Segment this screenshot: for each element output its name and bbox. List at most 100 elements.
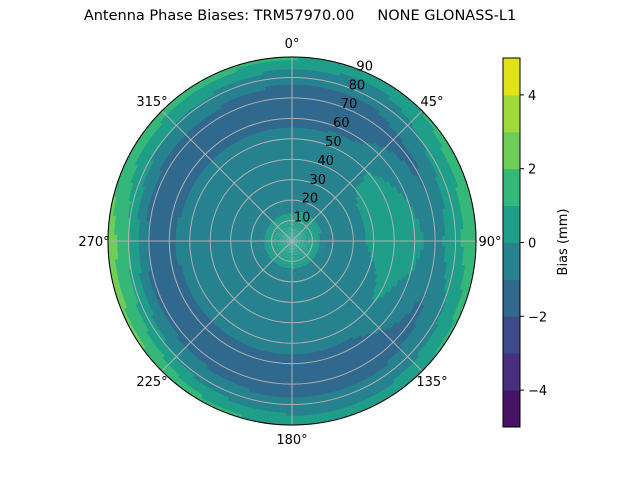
contour-cell [305,247,310,251]
contour-cell [293,243,295,248]
contour-cell [301,231,306,235]
contour-cell [304,230,309,233]
contour-cell [274,233,278,236]
contour-cell [304,257,308,262]
contour-cell [284,248,288,252]
contour-cell [286,246,289,250]
contour-cell [300,237,305,240]
contour-cell [276,249,280,253]
contour-cell [294,239,299,241]
contour-cell [285,255,288,260]
contour-cell [268,224,273,228]
contour-cell [305,217,309,222]
contour-cell [300,253,304,257]
contour-cell [292,243,295,248]
contour-cell [306,235,311,237]
contour-cell [276,250,281,254]
contour-cell [305,217,308,221]
contour-cell [285,242,290,244]
contour-cell [297,264,300,269]
contour-cell [297,251,300,256]
contour-cell [296,264,299,269]
contour-cell [302,218,305,223]
contour-cell [310,229,315,232]
contour-cell [272,219,276,224]
chart-title: Antenna Phase Biases: TRM57970.00 NONE G… [83,8,517,24]
contour-cell [269,229,273,233]
contour-cell [309,226,313,230]
contour-cell [310,222,315,226]
contour-cell [286,232,289,236]
contour-cell [293,253,295,257]
contour-cell [275,231,279,234]
contour-cell [273,255,277,259]
contour-cell [294,216,297,220]
contour-cell [312,254,316,257]
contour-cell [285,249,288,253]
contour-cell [293,246,296,251]
contour-cell [265,231,269,234]
contour-cell [285,252,288,256]
contour-cell [292,228,294,232]
contour-cell [300,234,304,238]
contour-cell [303,258,307,263]
contour-cell [288,231,291,236]
contour-cell [285,226,288,230]
contour-cell [287,246,290,250]
contour-cell [312,246,317,249]
contour-cell [264,245,269,248]
contour-cell [281,233,285,237]
contour-cell [303,258,307,262]
contour-cell [270,257,275,261]
contour-cell [284,251,287,256]
contour-cell [282,238,287,240]
contour-cell [276,257,280,262]
contour-cell [282,241,286,243]
contour-cell [269,250,274,253]
contour-cell [300,253,304,257]
contour-cell [306,244,311,247]
contour-cell [289,243,292,248]
contour-cell [276,261,279,265]
contour-cell [305,221,309,226]
contour-cell [286,229,289,233]
contour-cell [281,245,285,249]
contour-cell [276,245,281,247]
contour-cell [276,216,280,221]
contour-cell [268,247,272,250]
contour-cell [285,242,290,244]
contour-cell [267,233,272,236]
contour-cell [306,218,310,222]
contour-cell [270,251,274,255]
contour-cell [288,246,291,251]
contour-cell [295,245,299,249]
contour-cell [282,228,285,232]
contour-cell [288,243,291,247]
contour-cell [293,225,295,229]
contour-cell [301,259,305,264]
contour-cell [285,241,290,243]
contour-cell [315,231,319,234]
contour-cell [292,247,294,251]
contour-cell [288,222,290,227]
contour-cell [298,223,302,228]
contour-cell [306,235,311,238]
contour-cell [279,243,284,245]
contour-cell [274,256,278,260]
contour-cell [303,262,307,266]
contour-cell [296,226,299,230]
contour-cell [285,238,290,241]
contour-cell [293,246,295,251]
contour-cell [284,244,288,248]
contour-cell [279,239,283,241]
contour-cell [294,232,297,236]
contour-cell [300,236,305,239]
contour-cell [286,245,289,250]
contour-cell [295,216,298,221]
contour-cell [285,252,288,256]
contour-cell [278,232,282,235]
contour-cell [267,225,272,229]
contour-cell [264,234,269,237]
contour-cell [312,245,317,248]
contour-cell [303,250,307,254]
